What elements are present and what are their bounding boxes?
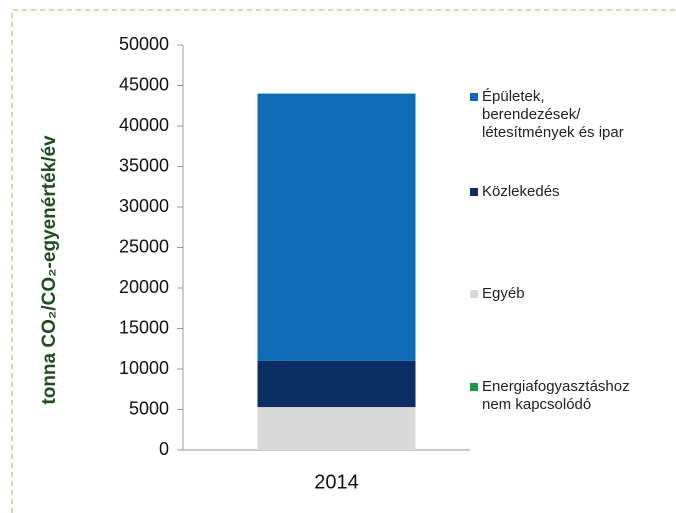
legend-item: Energiafogyasztáshoz nem kapcsolódó	[470, 378, 630, 414]
legend-label: Közlekedés	[482, 183, 560, 200]
y-tick-label: 0	[159, 439, 169, 459]
y-tick-label: 15000	[119, 317, 169, 337]
y-tick-label: 50000	[119, 34, 169, 54]
legend-item: Egyéb	[470, 285, 525, 303]
y-tick-label: 25000	[119, 236, 169, 256]
x-tick-label: 2014	[314, 471, 359, 493]
legend-label: Energiafogyasztáshoz nem kapcsolódó	[482, 378, 630, 413]
y-tick-label: 35000	[119, 155, 169, 175]
y-tick-label: 20000	[119, 277, 169, 297]
legend-swatch	[470, 383, 478, 391]
bar-segment	[257, 407, 416, 450]
frame	[11, 9, 676, 513]
y-tick-label: 10000	[119, 358, 169, 378]
y-tick-label: 30000	[119, 196, 169, 216]
legend-swatch	[470, 188, 478, 196]
y-tick-label: 40000	[119, 115, 169, 135]
legend-swatch	[470, 290, 478, 298]
legend-item: Épületek, berendezések/ létesítmények és…	[470, 88, 624, 142]
legend-label: Egyéb	[482, 285, 525, 302]
legend-label: Épületek, berendezések/ létesítmények és…	[482, 88, 624, 141]
legend-swatch	[470, 93, 478, 101]
bar-segment	[257, 360, 416, 408]
y-tick-label: 45000	[119, 74, 169, 94]
y-tick-label: 5000	[129, 398, 169, 418]
legend-item: Közlekedés	[470, 183, 560, 201]
bar-segment	[257, 93, 416, 361]
y-axis-label: tonna CO₂/CO₂-egyenérték/év	[39, 135, 60, 405]
